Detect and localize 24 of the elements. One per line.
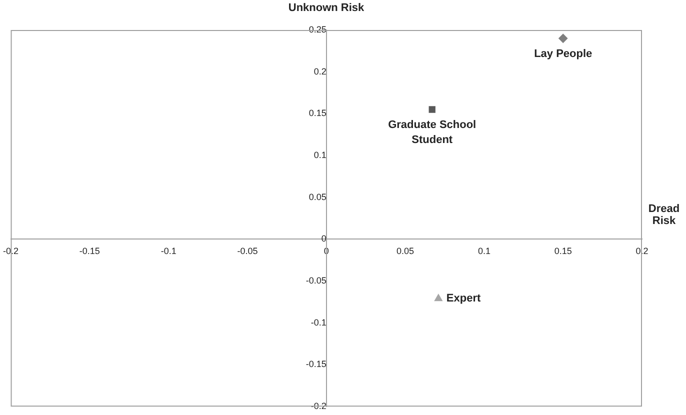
- point: [428, 106, 436, 113]
- x-tick-label: -0.05: [237, 246, 258, 256]
- x-tick-label: 0.15: [554, 246, 572, 256]
- series-label: Graduate School Student: [388, 119, 476, 146]
- y-tick-label: 0: [321, 234, 326, 244]
- x-tick-label: 0.1: [478, 246, 490, 256]
- x-tick-label: -0.2: [2, 246, 19, 256]
- y-tick-label: -0.1: [310, 317, 326, 328]
- x-tick-label: -0.1: [160, 246, 176, 256]
- point: [558, 34, 568, 43]
- y-tick-label: -0.05: [306, 276, 326, 286]
- y-tick-label: 0.05: [308, 192, 326, 202]
- x-axis-title: Dread Risk: [647, 203, 681, 228]
- series-label: Lay People: [534, 48, 592, 60]
- y-tick-label: -0.15: [306, 359, 326, 370]
- y-tick-label: 0.15: [308, 108, 326, 118]
- series-label: Expert: [446, 292, 481, 305]
- y-axis-title: Unknown Risk: [288, 2, 364, 14]
- y-tick-label: 0.2: [314, 66, 326, 76]
- x-tick-label: -0.15: [79, 246, 100, 256]
- x-tick-label: 0.2: [636, 246, 648, 256]
- point: [434, 294, 442, 302]
- x-tick-label: 0.05: [396, 246, 414, 256]
- y-tick-label: 0.1: [314, 150, 326, 160]
